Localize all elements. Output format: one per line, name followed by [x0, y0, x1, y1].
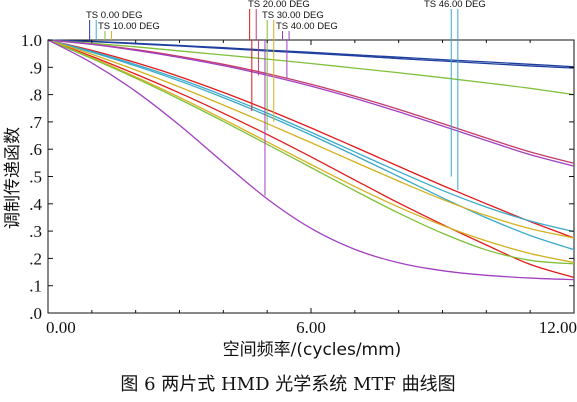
- figure-caption: 图 6 两片式 HMD 光学系统 MTF 曲线图: [120, 374, 455, 395]
- plot-area-border: [47, 39, 575, 314]
- series-line: [47, 39, 575, 96]
- y-tick-label: .7: [29, 113, 42, 132]
- series-line: [47, 39, 575, 239]
- series-line: [47, 39, 575, 265]
- y-tick-label: .2: [29, 249, 42, 268]
- field-label: TS 10.00 DEG: [98, 21, 160, 32]
- series-line: [47, 39, 575, 251]
- x-axis-label: 空间频率/(cycles/mm): [223, 340, 402, 360]
- series-line: [47, 39, 575, 281]
- y-tick-label: .1: [29, 277, 42, 296]
- y-tick-label: .4: [29, 195, 42, 214]
- field-label: TS 40.00 DEG: [276, 21, 338, 32]
- y-tick-label: .9: [29, 58, 42, 77]
- series-line: [47, 39, 575, 167]
- y-tick-label: .5: [29, 168, 42, 187]
- series-layer: [47, 39, 575, 281]
- x-tick-label: 12.00: [539, 318, 577, 337]
- series-line: [47, 39, 575, 264]
- field-label: TS 46.00 DEG: [424, 0, 486, 10]
- y-axis-label: 调制传递函数: [3, 127, 23, 229]
- field-label: TS 0.00 DEG: [86, 10, 143, 21]
- x-tick-label: 0.00: [46, 318, 76, 337]
- series-line: [47, 39, 575, 165]
- y-tick-label: .0: [29, 304, 42, 323]
- y-tick-label: .3: [29, 222, 42, 241]
- plot-frame: [47, 39, 575, 314]
- x-tick-label: 6.00: [296, 318, 326, 337]
- y-tick-label: .6: [29, 140, 42, 159]
- series-line: [47, 39, 575, 233]
- series-line: [47, 39, 575, 239]
- y-tick-label: .8: [29, 86, 42, 105]
- series-line: [47, 39, 575, 69]
- series-line: [47, 39, 575, 279]
- field-label: TS 20.00 DEG: [248, 0, 310, 10]
- axis-ticks: .0 .1 .2 .3 .4 .5 .6 .7 .8 .9 1.0 0.00 6.00 12.00: [21, 31, 577, 337]
- y-tick-label: 1.0: [21, 31, 42, 50]
- field-label: TS 30.00 DEG: [262, 10, 324, 21]
